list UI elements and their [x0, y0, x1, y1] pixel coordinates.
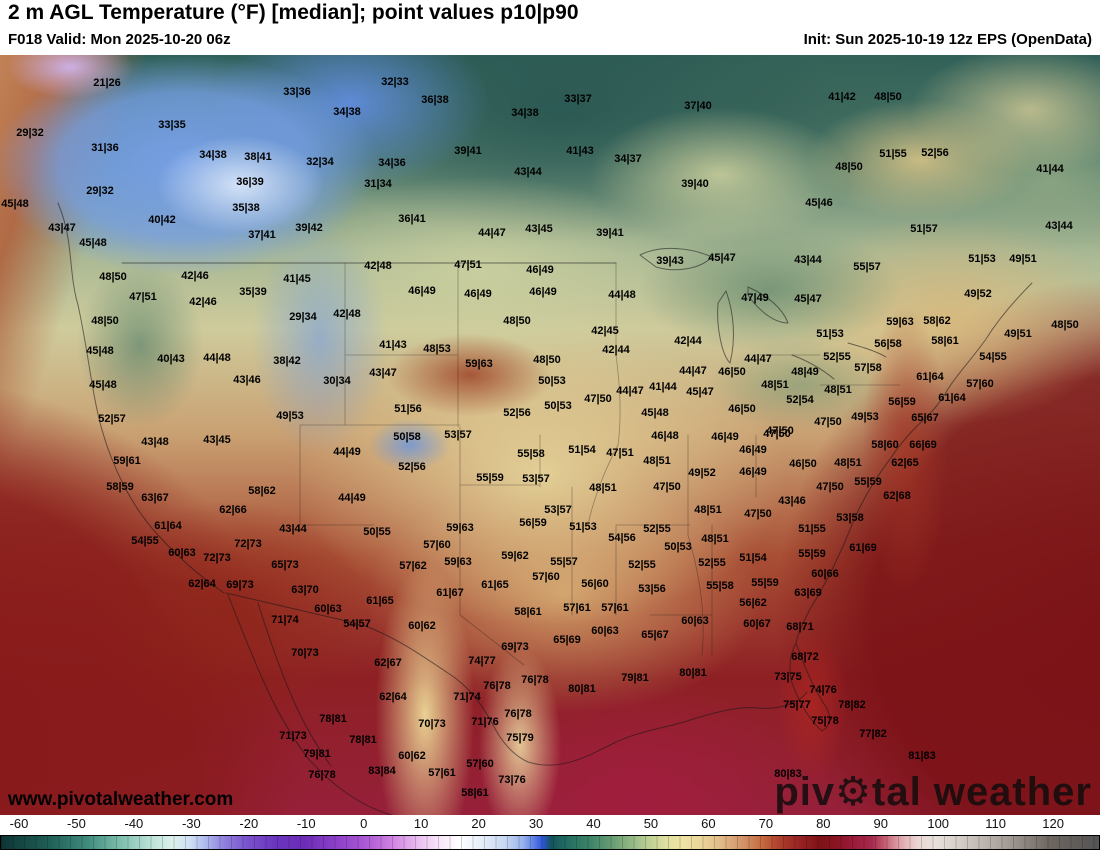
colorbar-tick-label: 110	[985, 816, 1007, 831]
colorbar-tick-label: -60	[9, 816, 29, 831]
gear-icon: ⚙	[835, 770, 873, 814]
pivotalweather-logo: piv⚙tal weather	[774, 769, 1092, 815]
colorbar-tick-label: -30	[181, 816, 201, 831]
map-title: 2 m AGL Temperature (°F) [median]; point…	[8, 1, 579, 24]
watermark: www.pivotalweather.com	[8, 789, 234, 810]
colorbar-tick-label: 50	[643, 816, 659, 831]
colorbar-segments	[1, 836, 1099, 849]
colorbar-tick-label: 70	[758, 816, 774, 831]
colorbar-tick-label: 100	[927, 816, 950, 831]
colorbar	[0, 835, 1100, 850]
map: www.pivotalweather.com piv⚙tal weather	[0, 55, 1100, 815]
colorbar-area: -60 -50 -40 -30 -20 -10 0 10 20 30 40 50 60 70 80 90 100…	[0, 815, 1100, 850]
colorbar-tick-label: -10	[296, 816, 316, 831]
colorbar-tick-label: -20	[239, 816, 259, 831]
valid-time-label: F018 Valid: Mon 2025-10-20 06z	[8, 31, 231, 48]
colorbar-tick-label: 120	[1042, 816, 1064, 831]
colorbar-tick-label: 80	[816, 816, 831, 831]
init-time-label: Init: Sun 2025-10-19 12z EPS (OpenData)	[803, 31, 1092, 48]
header: 2 m AGL Temperature (°F) [median]; point…	[0, 0, 1100, 55]
colorbar-tick-label: 30	[528, 816, 544, 831]
state-borders	[57, 202, 1033, 815]
colorbar-tick-label: 20	[471, 816, 486, 831]
colorbar-tick-label: 60	[701, 816, 716, 831]
colorbar-tick-label: 10	[413, 816, 429, 831]
logo-text-pre: piv	[774, 770, 836, 814]
colorbar-tick-label: 0	[360, 816, 368, 831]
colorbar-tick-label: 40	[586, 816, 601, 831]
colorbar-tick-label: 90	[873, 816, 888, 831]
colorbar-tick-label: -40	[124, 816, 144, 831]
colorbar-tick-label: -50	[67, 816, 86, 831]
logo-text-post: tal weather	[872, 770, 1092, 814]
